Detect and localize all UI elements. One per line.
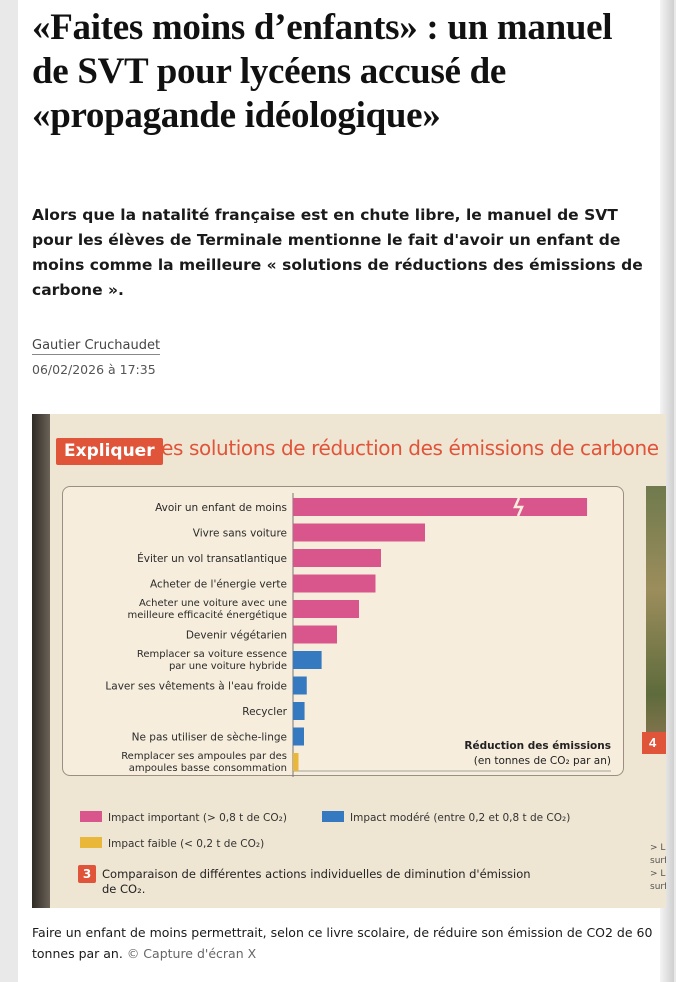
bar-label-10: Ne pas utiliser de sèche-linge (132, 732, 287, 744)
legend-low: Impact faible (< 0,2 t de CO₂) (80, 837, 264, 850)
bar-4 (293, 574, 376, 593)
side-text-1: > L'a (650, 843, 666, 853)
bar-label-6: Devenir végétarien (186, 630, 287, 642)
side-badge: 4 (642, 732, 666, 754)
photo-caption-text: Faire un enfant de moins permettrait, se… (32, 925, 653, 961)
headline: «Faites moins d’enfants» : un manuel de … (32, 7, 613, 136)
figure-number: 3 (78, 865, 96, 883)
bar-label-11-2: ampoules basse consommation (129, 763, 287, 774)
bar-label-7-1: Remplacer sa voiture essence (137, 649, 287, 660)
bar-5 (293, 600, 359, 618)
bar-label-7-2: par une voiture hybride (169, 661, 287, 672)
x-axis-title: Réduction des émissions (464, 740, 611, 752)
photo-caption: Faire un enfant de moins permettrait, se… (32, 922, 660, 964)
bar-label-11-1: Remplacer ses ampoules par des (121, 751, 287, 762)
legend-moderate: Impact modéré (entre 0,2 et 0,8 t de CO₂… (322, 811, 570, 824)
legend-swatch-moderate (322, 811, 344, 822)
article-photo[interactable]: 4 > L'a surfa > La r surfa Expliquer les… (32, 414, 666, 908)
bar-3 (293, 549, 381, 567)
bar-label-9: Recycler (242, 706, 287, 718)
photo-credit: © Capture d'écran X (126, 946, 257, 961)
bar-8 (293, 676, 307, 695)
legend-swatch-low (80, 837, 102, 848)
article: «Faites moins d’enfants» : un manuel de … (18, 0, 674, 982)
chart-title: les solutions de réduction des émissions… (156, 436, 659, 460)
author-link[interactable]: Gautier Cruchaudet (32, 338, 161, 355)
side-text-4: surfa (650, 882, 666, 892)
photo-left-edge (32, 414, 50, 908)
bar-9 (293, 702, 305, 720)
photo-side-image (646, 486, 666, 746)
publish-date: 06/02/2026 à 17:35 (32, 362, 156, 377)
bar-label-2: Vivre sans voiture (193, 528, 287, 540)
bar-label-1: Avoir un enfant de moins (155, 502, 287, 514)
bar-label-4: Acheter de l'énergie verte (150, 579, 287, 591)
figure-caption: Comparaison de différentes actions indiv… (102, 867, 531, 896)
bar-7 (293, 651, 322, 669)
bar-2 (293, 523, 425, 542)
bar-6 (293, 625, 337, 644)
bar-11 (293, 753, 299, 771)
standfirst: Alors que la natalité française est en c… (32, 206, 643, 299)
section-tag: Expliquer (56, 438, 163, 465)
side-text: > L'a surfa > La r surfa (650, 842, 666, 894)
legend-label-moderate: Impact modéré (entre 0,2 et 0,8 t de CO₂… (350, 812, 571, 824)
bar-1 (293, 498, 588, 516)
x-axis-unit: (en tonnes de CO₂ par an) (474, 755, 611, 767)
bar-10 (293, 727, 304, 746)
legend-important: Impact important (> 0,8 t de CO₂) (80, 811, 287, 824)
legend-swatch-important (80, 811, 102, 822)
legend-label-low: Impact faible (< 0,2 t de CO₂) (108, 838, 265, 850)
bar-label-5-2: meilleure efficacité énergétique (127, 609, 287, 621)
side-text-2: surfa (650, 856, 666, 866)
side-text-3: > La r (650, 869, 666, 879)
bar-label-8: Laver ses vêtements à l'eau froide (105, 681, 287, 693)
bar-label-5-1: Acheter une voiture avec une (139, 598, 287, 609)
legend-label-important: Impact important (> 0,8 t de CO₂) (108, 812, 287, 824)
chart-frame: Avoir un enfant de moins Vivre sans voitu… (62, 486, 624, 777)
axis-break-marker (513, 497, 524, 517)
bar-chart: Avoir un enfant de moins Vivre sans voitu… (105, 493, 611, 777)
bar-label-3: Éviter un vol transatlantique (137, 552, 287, 565)
